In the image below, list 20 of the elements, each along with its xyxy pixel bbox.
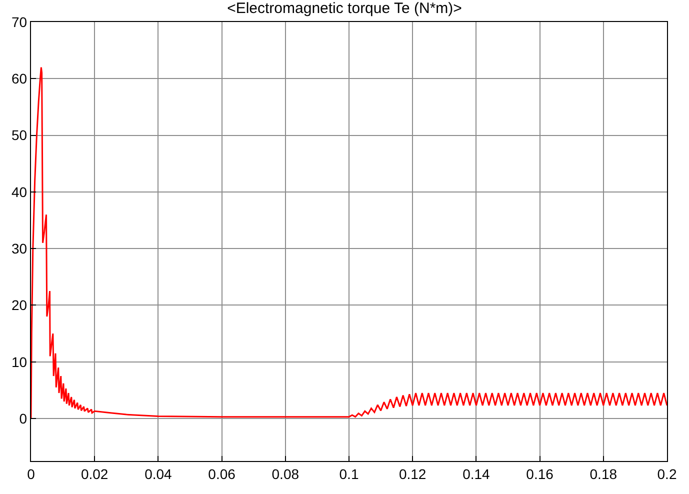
y-tick-label: 30 bbox=[12, 240, 28, 256]
y-tick-label: 60 bbox=[12, 70, 28, 87]
x-tick-label: 0.02 bbox=[80, 466, 108, 482]
x-tick-label: 0.12 bbox=[398, 466, 426, 482]
x-tick-label: 0.06 bbox=[208, 466, 236, 482]
x-tick-label: 0.08 bbox=[272, 466, 300, 482]
y-tick-label: 70 bbox=[12, 14, 28, 30]
x-tick-label: 0.16 bbox=[526, 466, 554, 482]
y-tick-label: 10 bbox=[12, 354, 28, 370]
x-tick-label: 0.18 bbox=[590, 466, 618, 482]
line-series bbox=[31, 66, 667, 420]
y-tick-label: 0 bbox=[19, 410, 28, 426]
y-tick-label: 50 bbox=[12, 127, 28, 144]
x-tick-label: 0.14 bbox=[462, 466, 490, 482]
y-tick-label: 20 bbox=[12, 297, 28, 314]
y-tick-label: 40 bbox=[12, 184, 28, 200]
x-tick-label: 0.04 bbox=[144, 466, 172, 482]
x-tick-label: 0.1 bbox=[339, 466, 359, 482]
x-tick-label: 0.2 bbox=[657, 466, 677, 482]
chart-title: <Electromagnetic torque Te (N*m)> bbox=[227, 0, 462, 17]
